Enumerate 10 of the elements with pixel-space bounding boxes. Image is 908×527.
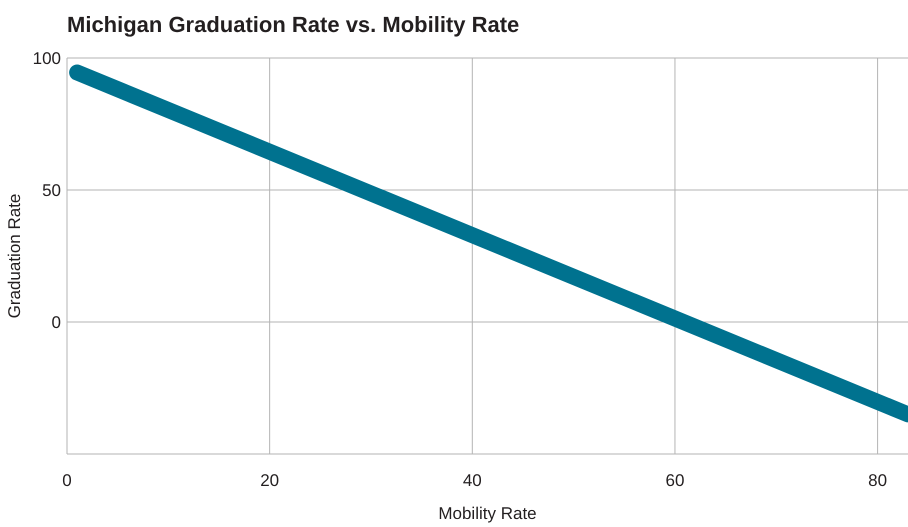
x-tick-label: 40	[462, 471, 482, 490]
x-tick-label: 60	[665, 471, 684, 490]
x-tick-label: 20	[260, 471, 280, 490]
chart-title: Michigan Graduation Rate vs. Mobility Rate	[67, 12, 520, 37]
y-tick-label: 50	[42, 181, 61, 200]
x-axis-title: Mobility Rate	[438, 504, 537, 523]
y-axis-title: Graduation Rate	[5, 194, 24, 318]
x-tick-label: 80	[868, 471, 888, 490]
y-tick-label: 100	[32, 49, 61, 68]
y-tick-label: 0	[52, 313, 61, 332]
